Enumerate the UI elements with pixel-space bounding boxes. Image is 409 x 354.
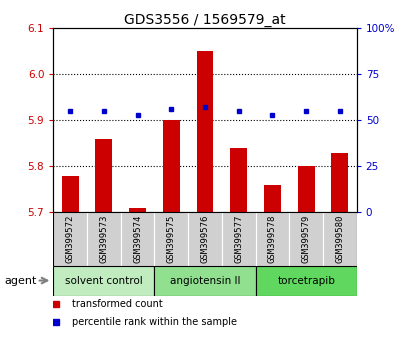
- Text: agent: agent: [4, 275, 36, 286]
- Text: GSM399576: GSM399576: [200, 215, 209, 263]
- Bar: [129, 208, 146, 212]
- Bar: [297, 166, 314, 212]
- Bar: [289, 212, 322, 266]
- Text: angiotensin II: angiotensin II: [169, 275, 240, 286]
- Bar: [221, 212, 255, 266]
- Bar: [196, 51, 213, 212]
- Title: GDS3556 / 1569579_at: GDS3556 / 1569579_at: [124, 13, 285, 27]
- Bar: [263, 185, 280, 212]
- Text: GSM399577: GSM399577: [234, 215, 243, 263]
- Text: torcetrapib: torcetrapib: [276, 275, 334, 286]
- Bar: [95, 139, 112, 212]
- Bar: [154, 212, 188, 266]
- Bar: [62, 176, 79, 212]
- Text: GSM399580: GSM399580: [335, 215, 344, 263]
- Bar: [154, 266, 255, 296]
- Text: percentile rank within the sample: percentile rank within the sample: [71, 317, 236, 327]
- Text: GSM399574: GSM399574: [133, 215, 142, 263]
- Bar: [330, 153, 347, 212]
- Text: GSM399572: GSM399572: [65, 215, 74, 263]
- Bar: [87, 212, 120, 266]
- Text: GSM399578: GSM399578: [267, 215, 276, 263]
- Bar: [162, 120, 179, 212]
- Text: solvent control: solvent control: [65, 275, 142, 286]
- Text: GSM399579: GSM399579: [301, 215, 310, 263]
- Bar: [120, 212, 154, 266]
- Bar: [255, 266, 356, 296]
- Text: GSM399575: GSM399575: [166, 215, 175, 263]
- Bar: [230, 148, 247, 212]
- Bar: [188, 212, 221, 266]
- Bar: [322, 212, 356, 266]
- Bar: [53, 212, 87, 266]
- Text: transformed count: transformed count: [71, 299, 162, 309]
- Text: GSM399573: GSM399573: [99, 215, 108, 263]
- Bar: [53, 266, 154, 296]
- Bar: [255, 212, 289, 266]
